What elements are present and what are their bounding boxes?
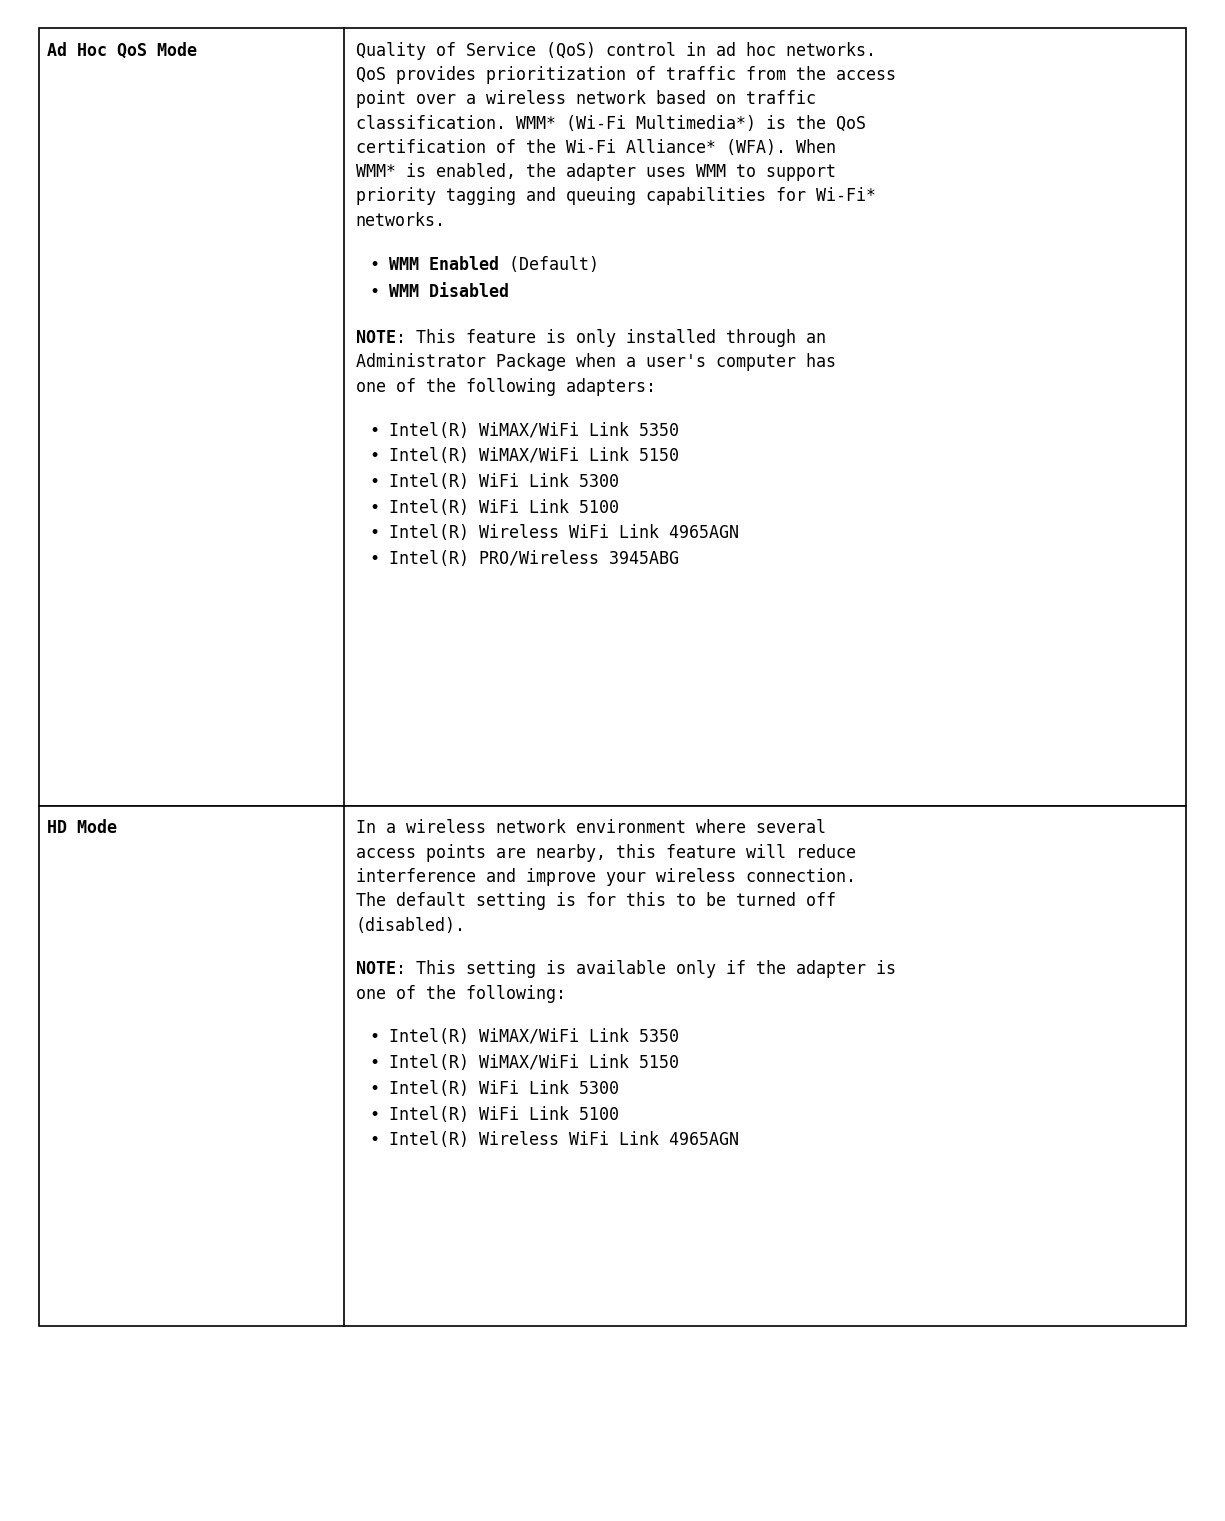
Text: one of the following:: one of the following: [355, 984, 566, 1002]
Text: networks.: networks. [355, 211, 446, 230]
Bar [39, 27, 1186, 806]
Text: •: • [370, 1054, 380, 1072]
Text: one of the following adapters:: one of the following adapters: [355, 377, 655, 395]
Text: •: • [370, 1106, 380, 1124]
Text: Quality of Service (QoS) control in ad hoc networks.: Quality of Service (QoS) control in ad h… [355, 41, 876, 59]
Text: Intel(R) WiMAX/WiFi Link 5150: Intel(R) WiMAX/WiFi Link 5150 [388, 1054, 679, 1072]
Text: QoS provides prioritization of traffic from the access: QoS provides prioritization of traffic f… [355, 65, 895, 84]
Text: •: • [370, 256, 380, 274]
Text: Intel(R) WiFi Link 5300: Intel(R) WiFi Link 5300 [388, 473, 619, 491]
Text: interference and improve your wireless connection.: interference and improve your wireless c… [355, 868, 855, 887]
Text: (disabled).: (disabled). [355, 917, 466, 935]
Text: •: • [370, 283, 380, 301]
Text: Intel(R) WiMAX/WiFi Link 5350: Intel(R) WiMAX/WiFi Link 5350 [388, 1028, 679, 1046]
Text: Ad Hoc QoS Mode: Ad Hoc QoS Mode [48, 41, 197, 59]
Text: access points are nearby, this feature will reduce: access points are nearby, this feature w… [355, 844, 855, 862]
Text: WMM* is enabled, the adapter uses WMM to support: WMM* is enabled, the adapter uses WMM to… [355, 163, 835, 181]
Text: NOTE: NOTE [355, 329, 396, 347]
Text: •: • [370, 473, 380, 491]
Text: Intel(R) Wireless WiFi Link 4965AGN: Intel(R) Wireless WiFi Link 4965AGN [388, 1132, 739, 1150]
Text: certification of the Wi-Fi Alliance* (WFA). When: certification of the Wi-Fi Alliance* (WF… [355, 138, 835, 157]
Text: : This feature is only installed through an: : This feature is only installed through… [396, 329, 826, 347]
Text: Intel(R) WiMAX/WiFi Link 5150: Intel(R) WiMAX/WiFi Link 5150 [388, 447, 679, 465]
Text: •: • [370, 421, 380, 440]
Text: : This setting is available only if the adapter is: : This setting is available only if the … [396, 960, 895, 978]
Text: (Default): (Default) [499, 256, 599, 274]
Text: Intel(R) WiMAX/WiFi Link 5350: Intel(R) WiMAX/WiFi Link 5350 [388, 421, 679, 440]
Text: •: • [370, 1028, 380, 1046]
Text: Intel(R) WiFi Link 5100: Intel(R) WiFi Link 5100 [388, 499, 619, 517]
Text: priority tagging and queuing capabilities for Wi-Fi*: priority tagging and queuing capabilitie… [355, 187, 876, 205]
Text: Intel(R) Wireless WiFi Link 4965AGN: Intel(R) Wireless WiFi Link 4965AGN [388, 525, 739, 543]
Text: WMM Disabled: WMM Disabled [388, 283, 508, 301]
Text: •: • [370, 551, 380, 567]
Text: classification. WMM* (Wi-Fi Multimedia*) is the QoS: classification. WMM* (Wi-Fi Multimedia*)… [355, 114, 866, 132]
Text: NOTE: NOTE [355, 960, 396, 978]
Text: Administrator Package when a user's computer has: Administrator Package when a user's comp… [355, 353, 835, 371]
Text: Intel(R) PRO/Wireless 3945ABG: Intel(R) PRO/Wireless 3945ABG [388, 551, 679, 567]
Text: Intel(R) WiFi Link 5300: Intel(R) WiFi Link 5300 [388, 1080, 619, 1098]
Text: •: • [370, 499, 380, 517]
Text: •: • [370, 1080, 380, 1098]
Text: •: • [370, 447, 380, 465]
Text: The default setting is for this to be turned off: The default setting is for this to be tu… [355, 893, 835, 911]
Bar [39, 806, 1186, 1326]
Text: HD Mode: HD Mode [48, 820, 118, 838]
Text: point over a wireless network based on traffic: point over a wireless network based on t… [355, 90, 816, 108]
Text: In a wireless network environment where several: In a wireless network environment where … [355, 820, 826, 838]
Text: Intel(R) WiFi Link 5100: Intel(R) WiFi Link 5100 [388, 1106, 619, 1124]
Text: •: • [370, 1132, 380, 1150]
Text: •: • [370, 525, 380, 543]
Text: WMM Enabled: WMM Enabled [388, 256, 499, 274]
